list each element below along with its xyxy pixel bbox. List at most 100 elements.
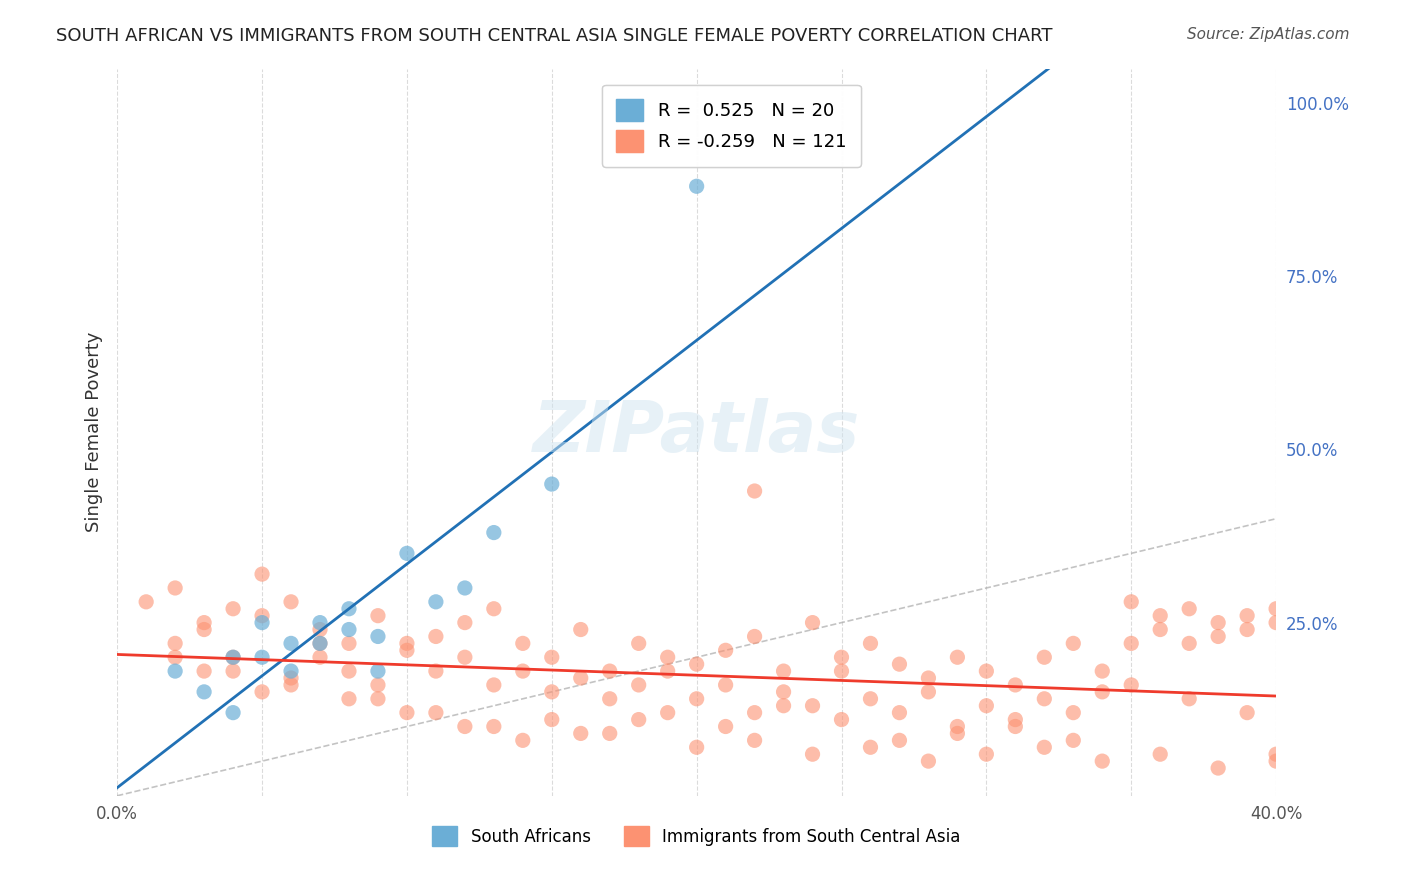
Point <box>599 691 621 706</box>
Point <box>1121 678 1143 692</box>
Point <box>946 650 969 665</box>
Point <box>309 650 332 665</box>
Point <box>454 650 477 665</box>
Point <box>165 650 187 665</box>
Point <box>889 733 911 747</box>
Point <box>1149 608 1171 623</box>
Point <box>831 650 853 665</box>
Point <box>250 615 273 630</box>
Point <box>222 664 245 678</box>
Point <box>831 664 853 678</box>
Point <box>801 698 824 713</box>
Point <box>657 706 679 720</box>
Point <box>135 595 157 609</box>
Point <box>309 636 332 650</box>
Point <box>309 615 332 630</box>
Point <box>714 719 737 733</box>
Point <box>425 706 447 720</box>
Text: Source: ZipAtlas.com: Source: ZipAtlas.com <box>1187 27 1350 42</box>
Point <box>1062 636 1084 650</box>
Point <box>1149 747 1171 762</box>
Point <box>859 691 882 706</box>
Point <box>482 719 505 733</box>
Point <box>1149 623 1171 637</box>
Point <box>772 664 794 678</box>
Point <box>1178 691 1201 706</box>
Point <box>1178 601 1201 615</box>
Point <box>337 691 360 706</box>
Point <box>337 664 360 678</box>
Point <box>889 657 911 672</box>
Point <box>395 636 418 650</box>
Y-axis label: Single Female Poverty: Single Female Poverty <box>86 332 103 533</box>
Point <box>193 664 215 678</box>
Point <box>801 615 824 630</box>
Point <box>685 740 707 755</box>
Point <box>222 650 245 665</box>
Point <box>454 615 477 630</box>
Point <box>222 650 245 665</box>
Point <box>685 179 707 194</box>
Point <box>1178 636 1201 650</box>
Point <box>714 643 737 657</box>
Point <box>1062 706 1084 720</box>
Point <box>222 706 245 720</box>
Point <box>859 740 882 755</box>
Point <box>859 636 882 650</box>
Point <box>976 747 998 762</box>
Point <box>1004 719 1026 733</box>
Point <box>569 671 592 685</box>
Point <box>569 623 592 637</box>
Point <box>512 636 534 650</box>
Point <box>744 483 766 498</box>
Point <box>250 650 273 665</box>
Point <box>1033 650 1056 665</box>
Point <box>1004 678 1026 692</box>
Point <box>454 581 477 595</box>
Point <box>367 608 389 623</box>
Point <box>193 685 215 699</box>
Point <box>976 698 998 713</box>
Point <box>1265 754 1288 768</box>
Point <box>367 691 389 706</box>
Point <box>425 664 447 678</box>
Point <box>1121 636 1143 650</box>
Point <box>540 477 562 491</box>
Point <box>309 623 332 637</box>
Point <box>831 713 853 727</box>
Point <box>540 713 562 727</box>
Point <box>222 601 245 615</box>
Point <box>425 595 447 609</box>
Point <box>917 754 939 768</box>
Point <box>280 671 302 685</box>
Point <box>367 678 389 692</box>
Point <box>569 726 592 740</box>
Point <box>1236 623 1258 637</box>
Point <box>917 671 939 685</box>
Point <box>280 595 302 609</box>
Point <box>540 650 562 665</box>
Point <box>1033 691 1056 706</box>
Point <box>1265 601 1288 615</box>
Point <box>1236 706 1258 720</box>
Point <box>337 601 360 615</box>
Point <box>1265 747 1288 762</box>
Point <box>744 630 766 644</box>
Text: ZIPatlas: ZIPatlas <box>533 398 860 467</box>
Point <box>395 546 418 560</box>
Point <box>280 664 302 678</box>
Point <box>946 719 969 733</box>
Legend: R =  0.525   N = 20, R = -0.259   N = 121: R = 0.525 N = 20, R = -0.259 N = 121 <box>602 85 860 167</box>
Point <box>309 636 332 650</box>
Point <box>685 691 707 706</box>
Point <box>482 678 505 692</box>
Point <box>250 608 273 623</box>
Point <box>1236 608 1258 623</box>
Point <box>976 664 998 678</box>
Point <box>165 581 187 595</box>
Point <box>1033 740 1056 755</box>
Point <box>367 630 389 644</box>
Point <box>1206 761 1229 775</box>
Point <box>250 685 273 699</box>
Point <box>744 733 766 747</box>
